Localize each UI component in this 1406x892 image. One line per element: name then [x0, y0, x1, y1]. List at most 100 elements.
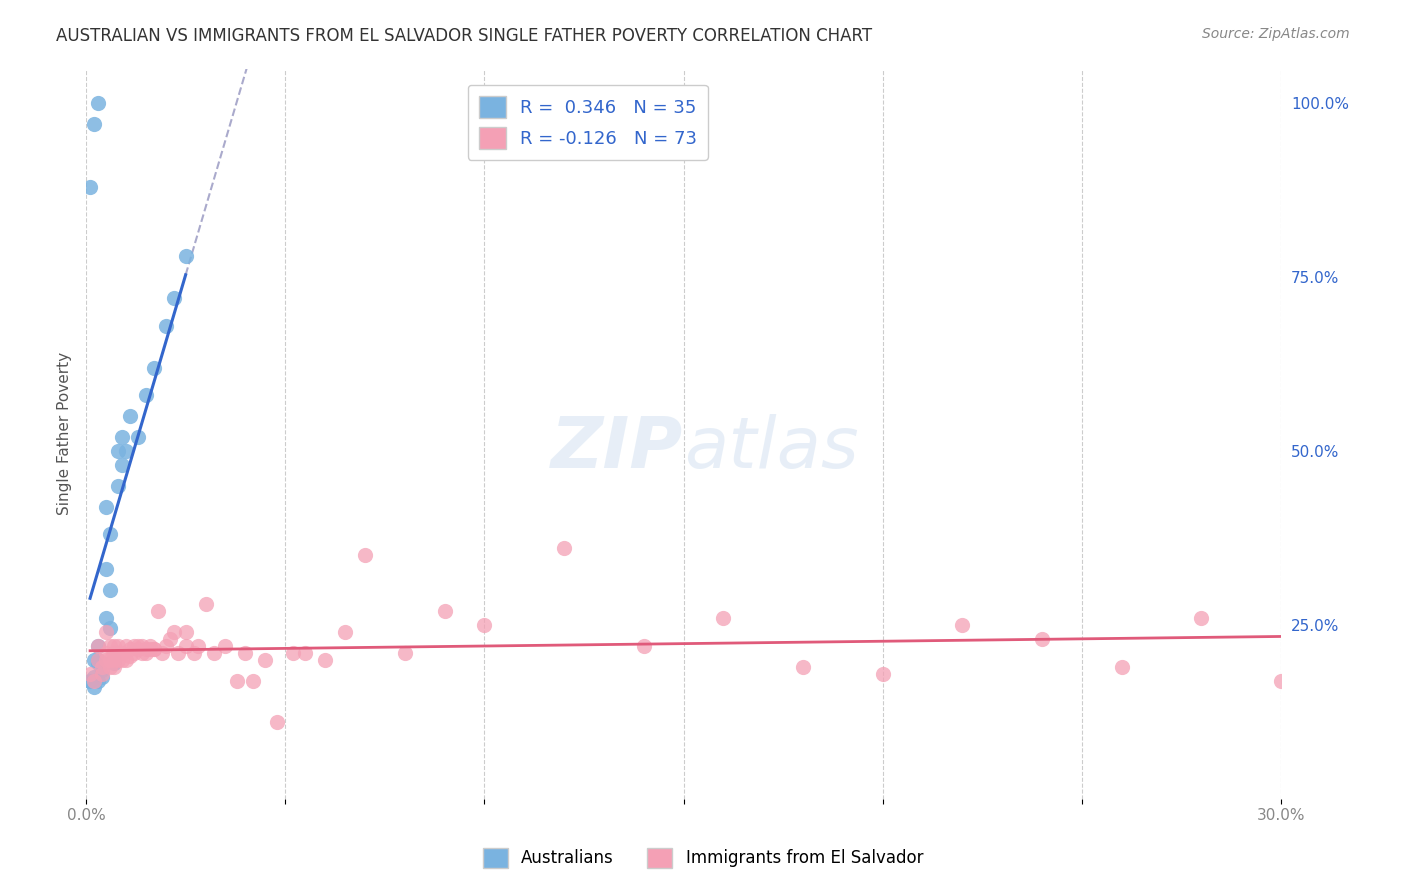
Text: AUSTRALIAN VS IMMIGRANTS FROM EL SALVADOR SINGLE FATHER POVERTY CORRELATION CHAR: AUSTRALIAN VS IMMIGRANTS FROM EL SALVADO… [56, 27, 872, 45]
Point [150, 646, 173, 660]
Point [79, 673, 101, 688]
Point [98, 659, 121, 673]
Point [83, 670, 105, 684]
Point [94, 624, 117, 639]
Point [294, 646, 316, 660]
Point [183, 646, 205, 660]
Point [118, 409, 141, 424]
Legend: Australians, Immigrants from El Salvador: Australians, Immigrants from El Salvador [477, 841, 929, 875]
Point [107, 653, 129, 667]
Point [111, 646, 134, 660]
Point [139, 642, 162, 657]
Point [79, 673, 101, 688]
Point [174, 639, 197, 653]
Point [135, 642, 157, 657]
Point [107, 646, 129, 660]
Text: Source: ZipAtlas.com: Source: ZipAtlas.com [1202, 27, 1350, 41]
Point [98, 653, 121, 667]
Point [1191, 611, 1213, 625]
Y-axis label: Single Father Poverty: Single Father Poverty [58, 352, 72, 516]
Point [474, 618, 496, 632]
Point [163, 624, 186, 639]
Point [111, 458, 134, 472]
Point [314, 653, 336, 667]
Point [159, 632, 181, 646]
Point [91, 670, 114, 684]
Point [135, 646, 157, 660]
Point [115, 653, 138, 667]
Point [155, 639, 177, 653]
Point [354, 549, 377, 563]
Point [174, 249, 197, 263]
Point [146, 604, 169, 618]
Point [91, 663, 114, 677]
Text: atlas: atlas [683, 414, 858, 483]
Point [433, 604, 456, 618]
Point [142, 642, 165, 657]
Point [98, 527, 121, 541]
Point [79, 179, 101, 194]
Point [103, 653, 125, 667]
Point [83, 117, 105, 131]
Point [131, 639, 153, 653]
Point [98, 639, 121, 653]
Point [214, 639, 236, 653]
Point [94, 611, 117, 625]
Point [94, 562, 117, 576]
Point [122, 646, 145, 660]
Text: ZIP: ZIP [551, 414, 683, 483]
Point [187, 639, 209, 653]
Point [713, 611, 735, 625]
Point [872, 666, 894, 681]
Point [394, 646, 416, 660]
Point [1031, 632, 1053, 646]
Point [242, 673, 264, 688]
Point [155, 318, 177, 333]
Point [142, 360, 165, 375]
Point [122, 639, 145, 653]
Point [103, 639, 125, 653]
Point [111, 430, 134, 444]
Point [131, 646, 153, 660]
Point [111, 653, 134, 667]
Point [118, 642, 141, 657]
Point [142, 642, 165, 657]
Point [633, 639, 655, 653]
Point [83, 681, 105, 695]
Point [107, 479, 129, 493]
Point [87, 656, 110, 670]
Point [94, 500, 117, 514]
Point [79, 666, 101, 681]
Point [1270, 673, 1292, 688]
Point [83, 653, 105, 667]
Point [103, 653, 125, 667]
Point [283, 646, 305, 660]
Point [87, 673, 110, 688]
Point [103, 659, 125, 673]
Point [91, 666, 114, 681]
Point [91, 659, 114, 673]
Point [83, 673, 105, 688]
Point [952, 618, 974, 632]
Point [103, 656, 125, 670]
Point [333, 624, 356, 639]
Point [91, 656, 114, 670]
Point [94, 646, 117, 660]
Point [235, 646, 257, 660]
Point [127, 430, 149, 444]
Point [1111, 659, 1133, 673]
Legend: R =  0.346   N = 35, R = -0.126   N = 73: R = 0.346 N = 35, R = -0.126 N = 73 [468, 85, 709, 160]
Point [87, 639, 110, 653]
Point [107, 639, 129, 653]
Point [103, 646, 125, 660]
Point [166, 646, 188, 660]
Point [266, 715, 288, 730]
Point [98, 621, 121, 635]
Point [87, 653, 110, 667]
Point [87, 96, 110, 111]
Point [226, 673, 249, 688]
Point [174, 624, 197, 639]
Point [87, 639, 110, 653]
Point [94, 653, 117, 667]
Point [139, 639, 162, 653]
